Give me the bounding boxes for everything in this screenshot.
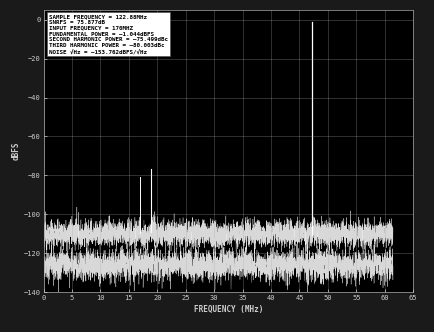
X-axis label: FREQUENCY (MHz): FREQUENCY (MHz) — [193, 305, 263, 314]
Text: SAMPLE FREQUENCY = 122.88MHz
SNRFS = 75.877dB
INPUT FREQUENCY = 170MHZ
FUNDAMENT: SAMPLE FREQUENCY = 122.88MHz SNRFS = 75.… — [49, 14, 168, 54]
Y-axis label: dBFS: dBFS — [12, 142, 21, 160]
